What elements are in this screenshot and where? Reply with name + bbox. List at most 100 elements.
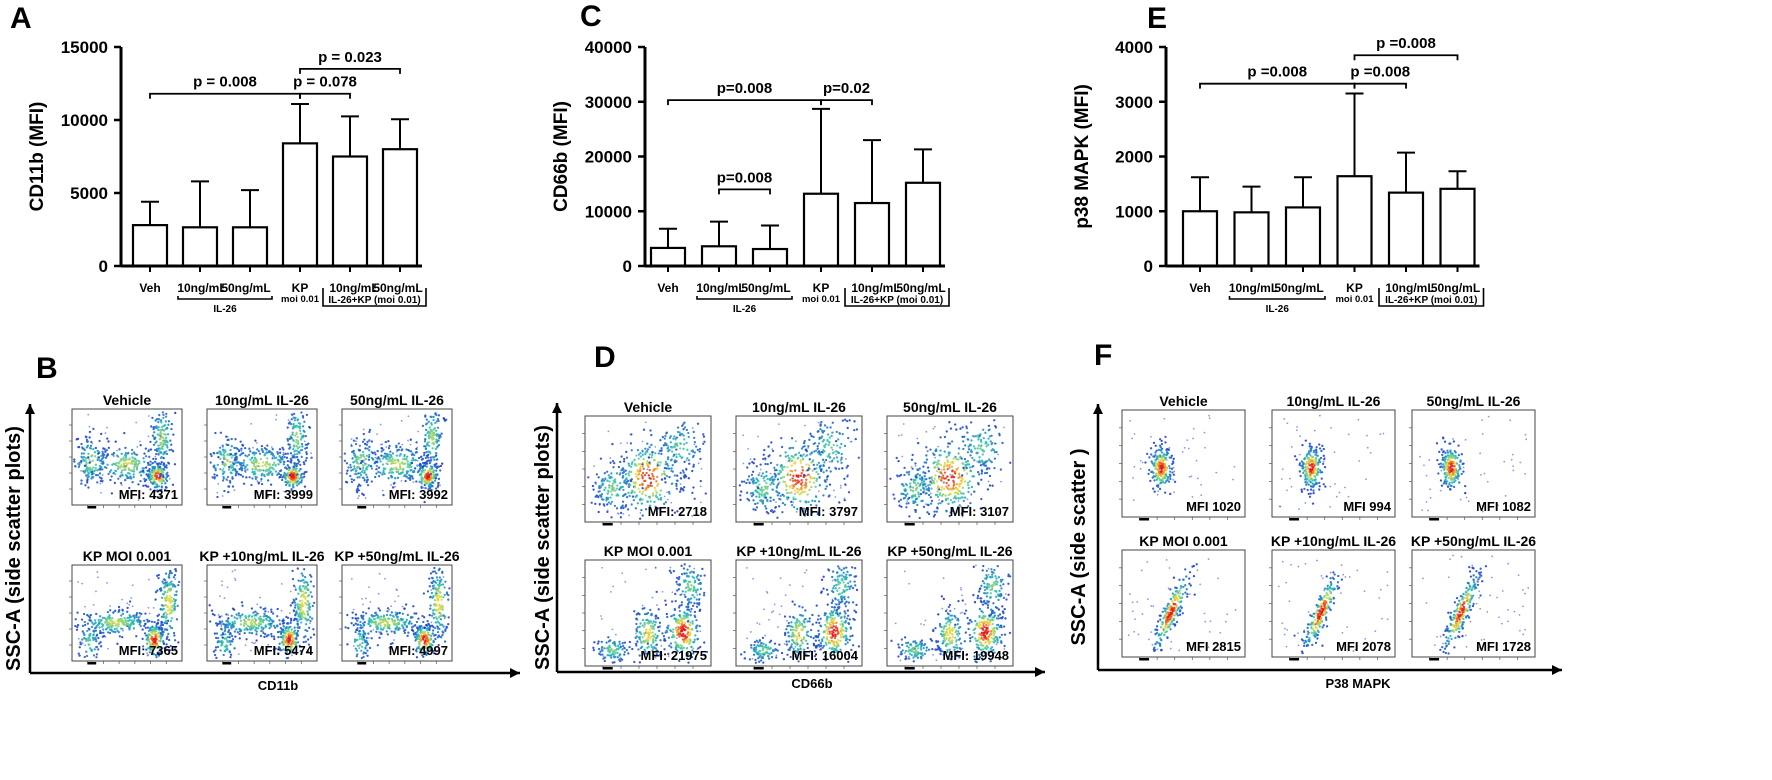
density-dot [106, 426, 108, 429]
density-dot [685, 428, 689, 432]
density-dot [436, 578, 439, 582]
density-dot [160, 621, 163, 624]
density-dot [208, 604, 211, 607]
density-dot [686, 448, 689, 451]
density-dot [298, 618, 301, 621]
density-dot [267, 633, 270, 637]
density-dot [641, 483, 644, 487]
density-dot [159, 495, 162, 498]
density-dot [243, 620, 247, 624]
density-dot [266, 469, 269, 472]
density-dot [237, 461, 240, 464]
density-dot [391, 614, 394, 618]
category-label: 50ng/mL [221, 281, 270, 295]
density-dot [631, 495, 635, 498]
density-dot [173, 602, 177, 605]
density-dot [221, 584, 223, 587]
density-dot [625, 456, 629, 459]
density-dot [417, 430, 419, 433]
density-dot [155, 637, 158, 641]
bar [231, 226, 269, 268]
bar [700, 245, 738, 268]
density-dot [603, 471, 607, 475]
category-label: Veh [657, 281, 678, 295]
density-dot [223, 464, 226, 468]
density-dot [739, 494, 742, 497]
density-dot [388, 608, 391, 611]
density-dot [263, 463, 267, 466]
density-dot [304, 617, 307, 621]
density-dot [668, 475, 671, 479]
density-dot [219, 457, 222, 461]
density-dot [276, 452, 280, 455]
density-dot [431, 609, 435, 612]
density-dot [131, 584, 134, 587]
density-dot [360, 624, 363, 627]
density-dot [442, 625, 445, 628]
density-dot [430, 430, 434, 433]
density-dot [350, 622, 353, 625]
density-dot [395, 446, 398, 449]
density-dot [650, 456, 653, 459]
density-dot [292, 600, 295, 603]
group-label: IL-26 [1266, 304, 1290, 315]
density-dot [653, 486, 656, 490]
density-dot [610, 490, 613, 493]
density-dot [391, 471, 394, 474]
density-dot [811, 469, 814, 472]
density-dot [790, 504, 794, 507]
density-dot [96, 459, 99, 462]
panel-letter: C [580, 0, 602, 33]
density-dot [222, 456, 225, 459]
density-dot [433, 463, 436, 466]
density-dot [103, 465, 107, 469]
density-dot [780, 436, 783, 440]
density-dot [299, 422, 302, 425]
density-dot [409, 465, 413, 469]
density-dot [405, 625, 409, 628]
density-dot [427, 631, 430, 634]
density-dot [153, 620, 156, 624]
density-dot [432, 442, 436, 446]
density-dot [289, 621, 292, 624]
density-dot [346, 469, 349, 472]
density-dot [153, 460, 157, 463]
density-dot [362, 459, 366, 462]
density-dot [306, 443, 309, 446]
density-dot [696, 422, 700, 425]
density-dot [378, 609, 382, 612]
density-dot [259, 457, 263, 461]
density-dot [84, 457, 88, 460]
density-dot [698, 447, 702, 451]
density-dot [608, 486, 611, 489]
density-dot [384, 618, 387, 621]
density-dot [363, 462, 366, 464]
density-dot [170, 571, 173, 575]
density-dot [148, 619, 151, 623]
density-dot [420, 482, 423, 485]
density-dot [429, 477, 432, 480]
density-dot [675, 484, 678, 488]
density-dot [169, 599, 173, 602]
density-dot [352, 449, 355, 453]
density-dot [253, 456, 257, 459]
density-dot [313, 601, 316, 605]
density-dot [421, 637, 425, 640]
density-dot [105, 621, 109, 624]
density-dot [389, 454, 393, 457]
density-dot [96, 481, 99, 484]
density-dot [666, 447, 669, 450]
density-dot [237, 449, 241, 453]
density-dot [83, 448, 86, 452]
density-dot [213, 476, 216, 479]
density-dot [81, 446, 84, 449]
density-dot [693, 497, 696, 500]
density-dot [295, 431, 298, 434]
density-dot [300, 411, 303, 414]
density-dot [424, 633, 427, 637]
density-dot [352, 624, 355, 627]
density-dot [424, 447, 428, 450]
density-dot [387, 477, 390, 480]
density-dot [240, 466, 243, 469]
density-dot [80, 459, 83, 463]
